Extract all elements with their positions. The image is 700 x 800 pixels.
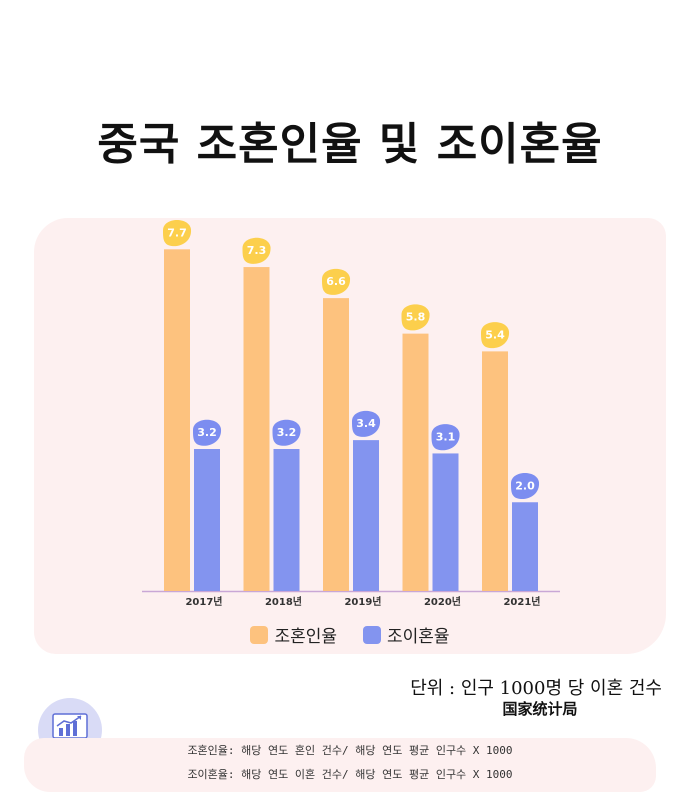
legend-swatch-marriage	[250, 625, 269, 644]
data-label-bg-divorce-1	[272, 419, 301, 446]
x-tick-label-2: 2019년	[344, 595, 381, 608]
legend-item-marriage: 조혼인율	[250, 622, 337, 647]
x-tick-label-4: 2021년	[503, 595, 540, 608]
data-label-marriage-1: 7.3	[247, 244, 267, 257]
bar-marriage-2	[323, 298, 349, 591]
page-title: 중국 조혼인율 및 조이혼율	[97, 119, 603, 170]
data-label-marriage-3: 5.8	[406, 311, 426, 324]
data-label-bg-marriage-1	[242, 237, 271, 264]
data-label-divorce-1: 3.2	[277, 426, 297, 439]
data-label-bg-divorce-4	[511, 472, 540, 500]
data-label-marriage-0: 7.7	[167, 226, 187, 239]
x-tick-label-1: 2018년	[265, 595, 302, 608]
bar-divorce-3	[432, 453, 459, 591]
data-label-marriage-2: 6.6	[326, 275, 346, 288]
bar-divorce-2	[353, 440, 379, 591]
data-label-divorce-2: 3.4	[356, 417, 376, 430]
data-label-divorce-4: 2.0	[515, 479, 535, 492]
unit-note: 단위 : 인구 1000명 당 이혼 건수	[410, 678, 662, 699]
data-label-bg-marriage-2	[322, 268, 351, 295]
bar-marriage-4	[482, 351, 508, 591]
data-label-bg-marriage-3	[401, 304, 430, 331]
data-label-bg-divorce-3	[431, 424, 460, 451]
bar-divorce-4	[512, 502, 538, 591]
chart-panel	[34, 218, 666, 654]
data-label-divorce-3: 3.1	[436, 430, 456, 443]
formula-band	[24, 738, 656, 792]
data-label-marriage-4: 5.4	[485, 328, 505, 341]
bar-chart: 7.7 3.2 2017년 7.3 3.2 2018년 6.6 3.4 2019년 5.8 3.1 2…	[142, 220, 560, 608]
data-label-bg-divorce-0	[193, 419, 222, 446]
data-label-divorce-0: 3.2	[197, 426, 217, 439]
legend-item-divorce: 조이혼율	[363, 622, 450, 647]
legend: 조혼인율 조이혼율	[0, 622, 700, 647]
x-tick-label-3: 2020년	[424, 595, 461, 608]
data-label-bg-divorce-2	[352, 410, 381, 437]
bar-divorce-1	[273, 449, 300, 591]
bar-marriage-1	[243, 267, 270, 591]
x-tick-label-0: 2017년	[185, 595, 222, 608]
data-label-bg-marriage-4	[481, 322, 510, 349]
legend-label-divorce: 조이혼율	[387, 627, 450, 647]
data-label-bg-marriage-0	[163, 220, 192, 247]
formula-marriage: 조혼인율: 해당 연도 혼인 건수/ 해당 연도 평균 인구수 X 1000	[187, 744, 513, 757]
bar-divorce-0	[194, 449, 220, 591]
source-note: 国家统计局	[502, 700, 578, 718]
formula-divorce: 조이혼율: 해당 연도 이혼 건수/ 해당 연도 평균 인구수 X 1000	[187, 768, 513, 781]
legend-label-marriage: 조혼인율	[274, 627, 337, 647]
bar-marriage-3	[402, 333, 429, 591]
legend-swatch-divorce	[363, 625, 381, 644]
bar-marriage-0	[164, 249, 190, 591]
